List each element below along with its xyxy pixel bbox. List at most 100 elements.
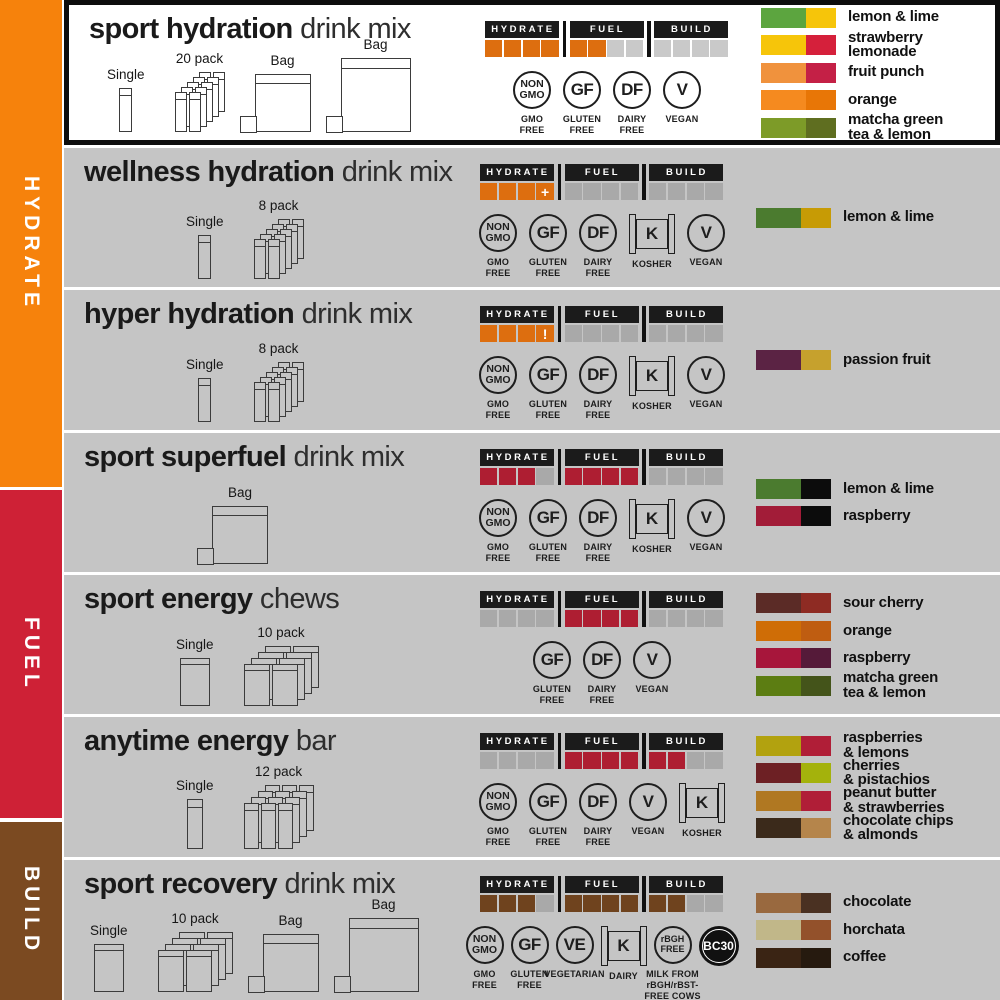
- meter-header-fuel: FUEL: [564, 449, 639, 466]
- meter-cell: [667, 325, 686, 342]
- product-row: hyper hydration drink mix Single 8 pack H…: [64, 290, 1000, 430]
- sidebar-label-fuel: FUEL: [20, 616, 43, 692]
- product-row: sport hydration drink mix Single 20 pack B…: [64, 0, 1000, 145]
- non-gmo-badge: NON GMO GMO FREE: [479, 356, 517, 421]
- meter-cell: [705, 325, 723, 342]
- flavor-item: orange: [761, 90, 943, 110]
- meter-header-build: BUILD: [649, 449, 723, 466]
- non-gmo-badge-icon: NON GMO: [479, 214, 517, 252]
- package-unit: [253, 239, 266, 279]
- meter-segment-build: BUILD: [649, 306, 723, 342]
- meter-cell: [583, 325, 601, 342]
- badge-label: VEGAN: [689, 542, 723, 552]
- flavor-item: passion fruit: [756, 350, 931, 370]
- package-icon-stickpack: [253, 219, 304, 279]
- flavor-name: strawberry lemonade: [848, 28, 923, 60]
- meter-segment-fuel: FUEL: [564, 306, 639, 342]
- meter-cell: [480, 468, 498, 485]
- meter-cell: [705, 752, 723, 769]
- category-meter: HYDRATE! FUEL BUILD: [480, 306, 723, 342]
- flavor-list: lemon & lime raspberry: [756, 433, 934, 572]
- kosher-scroll-icon: K: [600, 926, 647, 966]
- dairy-free-badge: DF DAIRY FREE: [579, 214, 617, 279]
- meter-cell: [583, 468, 601, 485]
- meter-header-build: BUILD: [649, 591, 723, 608]
- meter-cell: [620, 468, 639, 485]
- flavor-name: orange: [843, 621, 892, 639]
- package-unit: [260, 803, 276, 849]
- package-formats: Single 10 pack Bag Bag: [64, 897, 419, 993]
- meter-header-hydrate: HYDRATE: [480, 164, 554, 181]
- kosher-badge: K KOSHER: [629, 499, 675, 564]
- meter-header-fuel: FUEL: [564, 164, 639, 181]
- bc30-probiotic-badge: BC30: [698, 926, 739, 1000]
- diet-badges: NON GMO GMO FREE GF GLUTEN FREE DF DAIRY FREE…: [468, 356, 736, 421]
- flavor-item: matcha green tea & lemon: [761, 112, 943, 142]
- meter-cell: [649, 183, 667, 200]
- package-label: Bag: [227, 485, 253, 500]
- package-icon-bag: [197, 506, 268, 565]
- package-icon-stick: [198, 378, 212, 422]
- meter-cell: [480, 325, 498, 342]
- meter-cell: [564, 610, 582, 627]
- flavor-name: matcha green tea & lemon: [848, 111, 944, 143]
- flavor-swatch: [756, 892, 831, 913]
- package-icon-stick: [119, 88, 133, 132]
- meter-segment-hydrate: HYDRATE!: [480, 306, 554, 342]
- meter-segment-hydrate: HYDRATE: [480, 876, 554, 912]
- product-row: sport recovery drink mix Single 10 pack Ba…: [64, 860, 1000, 1000]
- meter-cell: [517, 183, 535, 200]
- badge-label: GMO FREE: [485, 826, 511, 847]
- meter-cell: +: [536, 183, 554, 200]
- non-gmo-badge-icon: NON GMO: [513, 71, 551, 109]
- meter-cell: !: [536, 325, 554, 342]
- kosher-badge: K KOSHER: [629, 214, 675, 279]
- flavor-item: raspberry: [756, 506, 934, 527]
- badge-label: GLUTEN FREE: [562, 114, 602, 135]
- product-title: sport hydration drink mix: [89, 13, 411, 46]
- package-format: Single: [176, 778, 214, 849]
- gluten-free-badge-icon: GF: [529, 214, 567, 252]
- meter-cell: [517, 325, 535, 342]
- package-label: Bag: [371, 897, 396, 912]
- gluten-free-badge-icon: GF: [563, 71, 601, 109]
- package-unit: [277, 803, 293, 849]
- flavor-name: orange: [848, 90, 897, 108]
- flavor-item: horchata: [756, 920, 911, 940]
- meter-cell: [480, 610, 498, 627]
- product-title-variant: drink mix: [334, 156, 453, 188]
- flavor-swatch: [756, 478, 831, 499]
- sidebar-label-build: BUILD: [20, 866, 43, 956]
- package-label: Single: [107, 67, 145, 82]
- flavor-swatch: [756, 506, 831, 527]
- package-format: Bag: [239, 53, 311, 133]
- category-meter: HYDRATE FUEL BUILD: [480, 591, 723, 627]
- flavor-name: passion fruit: [843, 350, 931, 368]
- badge-label: KOSHER: [632, 401, 672, 411]
- package-label: 20 pack: [175, 51, 224, 66]
- meter-cell: [588, 40, 606, 57]
- flavor-name: horchata: [843, 920, 905, 938]
- badge-label: VEGETARIAN: [544, 969, 605, 979]
- flavor-item: strawberry lemonade: [761, 30, 943, 59]
- meter-header-hydrate: HYDRATE: [485, 21, 559, 38]
- flavor-item: cherries & pistachios: [756, 758, 953, 787]
- package-icon-barpack: [243, 785, 314, 849]
- kosher-badge: K KOSHER: [679, 783, 725, 848]
- package-label: Single: [176, 778, 214, 793]
- vegan-badge: V VEGAN: [687, 356, 725, 421]
- package-label: Bag: [363, 37, 388, 52]
- meter-cell: [620, 183, 639, 200]
- flavor-item: fruit punch: [761, 62, 943, 83]
- meter-cell: [686, 610, 704, 627]
- meter-cell: [498, 752, 517, 769]
- sidebar-section-build: BUILD: [0, 822, 62, 1000]
- flavor-item: chocolate chips & almonds: [756, 813, 954, 842]
- dairy-free-badge: DF DAIRY FREE: [579, 356, 617, 421]
- product-title-bold: sport recovery: [84, 868, 278, 900]
- flavor-item: lemon & lime: [756, 478, 934, 499]
- meter-cell: [536, 468, 554, 485]
- meter-cell: [602, 610, 620, 627]
- non-gmo-badge: NON GMO GMO FREE: [479, 499, 517, 564]
- badge-label: GLUTEN FREE: [528, 826, 568, 847]
